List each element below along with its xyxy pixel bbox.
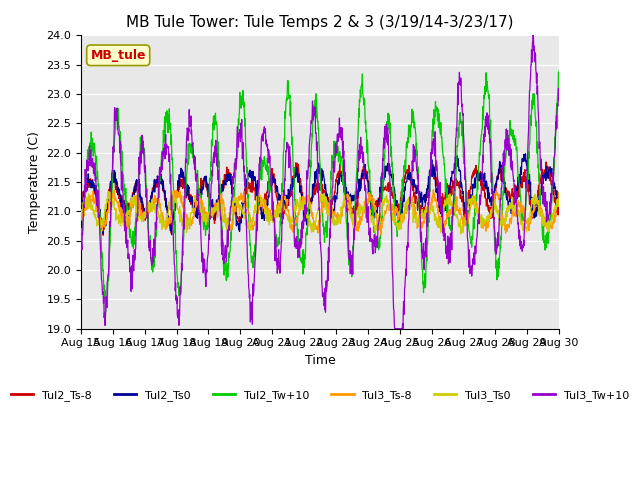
X-axis label: Time: Time: [305, 354, 335, 367]
Y-axis label: Temperature (C): Temperature (C): [28, 131, 41, 233]
Text: MB_tule: MB_tule: [90, 49, 146, 62]
Legend: Tul2_Ts-8, Tul2_Ts0, Tul2_Tw+10, Tul3_Ts-8, Tul3_Ts0, Tul3_Tw+10: Tul2_Ts-8, Tul2_Ts0, Tul2_Tw+10, Tul3_Ts…: [6, 385, 634, 405]
Title: MB Tule Tower: Tule Temps 2 & 3 (3/19/14-3/23/17): MB Tule Tower: Tule Temps 2 & 3 (3/19/14…: [126, 15, 514, 30]
